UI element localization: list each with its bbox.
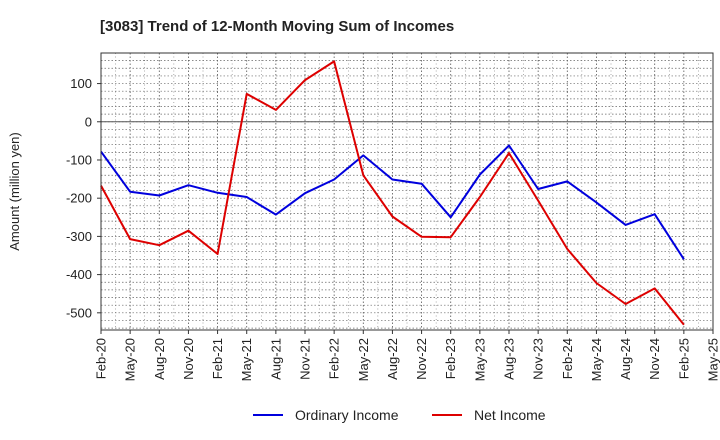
y-tick-label: -200 — [66, 191, 92, 206]
y-tick-label: -500 — [66, 305, 92, 320]
x-tick-label: Aug-20 — [152, 338, 167, 380]
x-tick-label: Aug-23 — [502, 338, 517, 380]
x-tick-label: Feb-23 — [443, 338, 458, 379]
x-tick-label: Nov-23 — [531, 338, 546, 380]
x-tick-label: Feb-22 — [327, 338, 342, 379]
y-tick-label: 100 — [70, 76, 92, 91]
legend: Ordinary Income Net Income — [253, 407, 546, 423]
x-tick-label: Aug-21 — [268, 338, 283, 380]
x-tick-label: Feb-25 — [676, 338, 691, 379]
legend-label: Net Income — [474, 407, 546, 423]
x-tick-label: May-21 — [239, 338, 254, 381]
x-tick-label: May-23 — [472, 338, 487, 381]
x-tick-label: May-22 — [356, 338, 371, 381]
x-tick-label: Feb-20 — [94, 338, 109, 379]
chart-title: [3083] Trend of 12-Month Moving Sum of I… — [100, 18, 454, 35]
x-tick-label: Nov-24 — [647, 338, 662, 380]
plot-frame — [100, 52, 714, 331]
x-tick-label: Nov-20 — [181, 338, 196, 380]
legend-label: Ordinary Income — [295, 407, 399, 423]
y-tick-label: -400 — [66, 267, 92, 282]
y-tick-label: -300 — [66, 229, 92, 244]
x-ticks: Feb-20 May-20 Aug-20 Nov-20 Feb-21 May-21 Aug-… — [94, 330, 720, 381]
y-ticks: 100 0 -100 -200 -300 -400 -500 — [66, 76, 101, 320]
x-tick-label: Aug-24 — [618, 338, 633, 380]
y-tick-label: 0 — [85, 114, 92, 129]
x-tick-label: Nov-22 — [414, 338, 429, 380]
x-tick-label: Feb-24 — [560, 338, 575, 379]
grid — [101, 53, 713, 330]
x-tick-label: May-25 — [706, 338, 720, 381]
x-tick-label: May-24 — [589, 338, 604, 381]
x-tick-label: Feb-21 — [210, 338, 225, 379]
series-group — [100, 60, 685, 326]
x-tick-label: Aug-22 — [385, 338, 400, 380]
x-tick-label: Nov-21 — [298, 338, 313, 380]
y-tick-label: -100 — [66, 152, 92, 167]
x-tick-label: May-20 — [123, 338, 138, 381]
y-axis-label: Amount (million yen) — [7, 132, 22, 251]
